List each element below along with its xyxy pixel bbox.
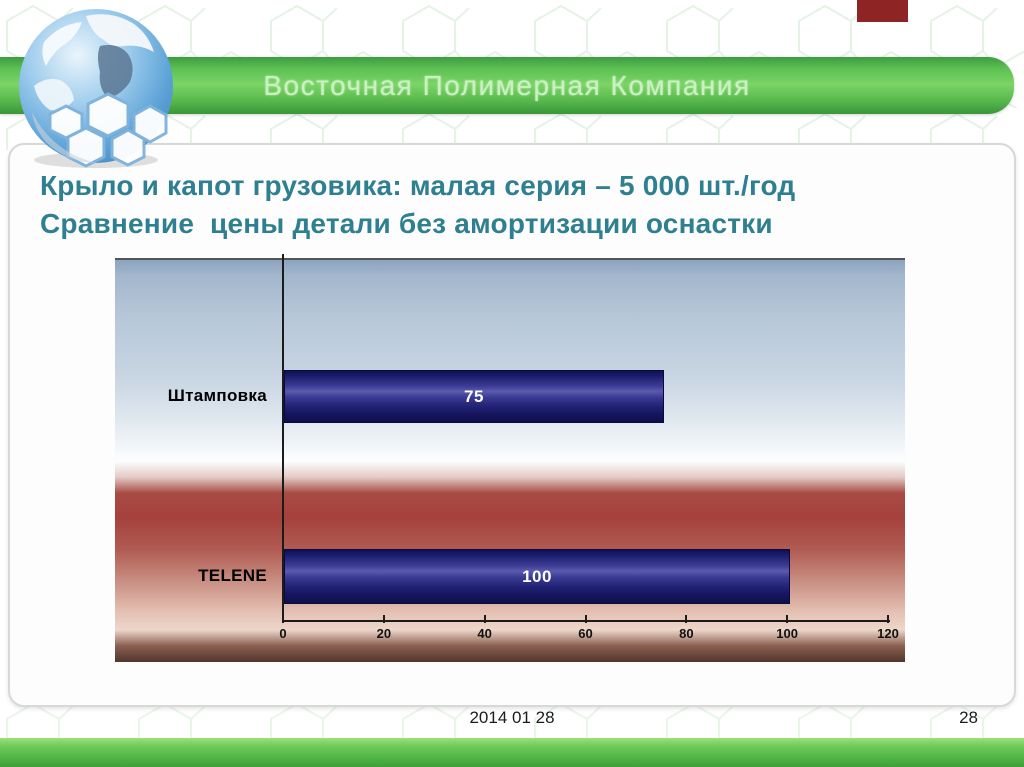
slide-title: Крыло и капот грузовика: малая серия – 5…	[40, 167, 990, 243]
x-axis-tick	[887, 615, 889, 623]
category-label: TELENE	[198, 565, 267, 585]
x-axis-tick-label: 100	[776, 626, 798, 641]
x-axis-tick	[584, 615, 587, 623]
chart-value-axis-line	[282, 254, 284, 622]
bar-value-label: 100	[522, 566, 552, 586]
x-axis-tick	[282, 615, 284, 623]
x-axis-tick-label: 80	[679, 626, 694, 641]
x-axis-tick-label: 20	[376, 626, 392, 641]
bar-chart: 0 20 40 60 80 100 120 75 Штамповка 100 TELENE	[115, 254, 905, 662]
slide-title-line1: Крыло и капот грузовика: малая серия – 5…	[40, 170, 796, 201]
bar-value-label: 75	[464, 386, 484, 406]
x-axis-tick-label: 40	[477, 626, 492, 641]
footer-date: 2014 01 28	[469, 708, 555, 727]
x-axis-tick	[685, 615, 688, 623]
x-axis-tick	[382, 615, 385, 623]
globe-icon	[19, 9, 173, 168]
bottom-green-bar	[0, 738, 1024, 767]
bar-штамповка: 75	[284, 370, 664, 423]
x-axis-tick	[483, 615, 486, 623]
x-axis-tick-label: 120	[877, 626, 899, 641]
bar-telene: 100	[284, 549, 790, 604]
x-axis-tick	[786, 615, 789, 623]
footer-page-number: 28	[959, 708, 978, 727]
company-name: Восточная Полимерная Компания	[263, 69, 751, 101]
x-axis-tick-label: 0	[279, 626, 287, 641]
red-marker	[857, 0, 908, 22]
slide-content-card: Крыло и капот грузовика: малая серия – 5…	[8, 143, 1016, 707]
slide-title-line2: Сравнение цены детали без амортизации ос…	[40, 208, 773, 239]
category-label: Штамповка	[167, 385, 267, 405]
x-axis-tick-label: 60	[578, 626, 593, 641]
